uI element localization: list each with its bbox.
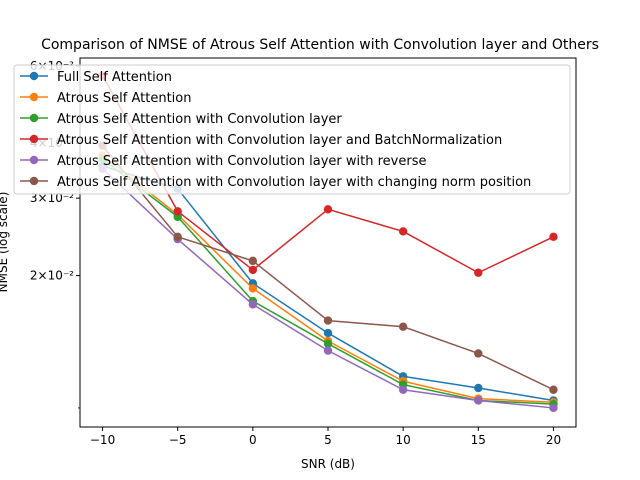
plot-marks bbox=[98, 71, 558, 413]
y-axis-label: NMSE (log scale) bbox=[0, 192, 10, 293]
legend-label: Atrous Self Attention with Convolution l… bbox=[57, 112, 342, 127]
data-point-5 bbox=[549, 385, 558, 394]
data-point-3 bbox=[323, 205, 333, 214]
data-point-5 bbox=[474, 349, 483, 358]
data-point-3 bbox=[549, 232, 558, 242]
legend-label: Atrous Self Attention with Convolution l… bbox=[57, 133, 502, 148]
series-line-2 bbox=[102, 158, 554, 405]
series-line-4 bbox=[102, 168, 554, 409]
data-point-4 bbox=[549, 403, 558, 413]
legend-marker bbox=[29, 134, 39, 144]
x-tick-label: −5 bbox=[169, 433, 187, 447]
chart-title: Comparison of NMSE of Atrous Self Attent… bbox=[41, 37, 599, 53]
legend: Full Self Attention Atrous Self Attention… bbox=[13, 64, 571, 195]
data-point-4 bbox=[398, 385, 408, 394]
x-tick-label: 15 bbox=[471, 433, 486, 447]
x-tick-label: −10 bbox=[90, 433, 115, 447]
legend-marker bbox=[29, 92, 39, 102]
data-point-4 bbox=[474, 396, 483, 405]
data-point-5 bbox=[323, 316, 333, 325]
legend-label: Atrous Self Attention with Convolution l… bbox=[57, 175, 531, 190]
y-tick-label: 3×10⁻² bbox=[30, 191, 74, 205]
data-point-3 bbox=[398, 227, 408, 236]
x-tick-label: 0 bbox=[249, 433, 257, 447]
y-tick-label: 2×10⁻² bbox=[30, 269, 74, 283]
x-axis: −10 −5 0 5 10 15 20 bbox=[90, 427, 561, 447]
legend-label: Atrous Self Attention bbox=[57, 91, 192, 106]
data-point-1 bbox=[248, 284, 258, 293]
data-point-3 bbox=[173, 207, 182, 216]
data-point-0 bbox=[474, 383, 483, 393]
legend-marker bbox=[29, 113, 39, 123]
x-axis-label: SNR (dB) bbox=[301, 457, 355, 471]
data-point-3 bbox=[248, 265, 258, 275]
x-tick-label: 20 bbox=[546, 433, 561, 447]
legend-marker bbox=[29, 176, 39, 186]
legend-label: Full Self Attention bbox=[57, 70, 172, 85]
data-point-5 bbox=[173, 232, 182, 242]
x-tick-label: 5 bbox=[324, 433, 332, 447]
data-point-2 bbox=[323, 339, 333, 348]
legend-box bbox=[13, 64, 571, 195]
series-line-0 bbox=[102, 165, 554, 402]
data-point-5 bbox=[398, 322, 408, 331]
legend-marker bbox=[29, 71, 39, 81]
data-point-3 bbox=[474, 268, 483, 277]
legend-marker bbox=[29, 155, 39, 165]
data-point-4 bbox=[323, 346, 333, 355]
data-point-0 bbox=[323, 328, 333, 338]
data-point-4 bbox=[248, 300, 258, 309]
x-tick-label: 10 bbox=[396, 433, 411, 447]
data-point-5 bbox=[248, 256, 258, 266]
legend-label: Atrous Self Attention with Convolution l… bbox=[57, 154, 426, 169]
